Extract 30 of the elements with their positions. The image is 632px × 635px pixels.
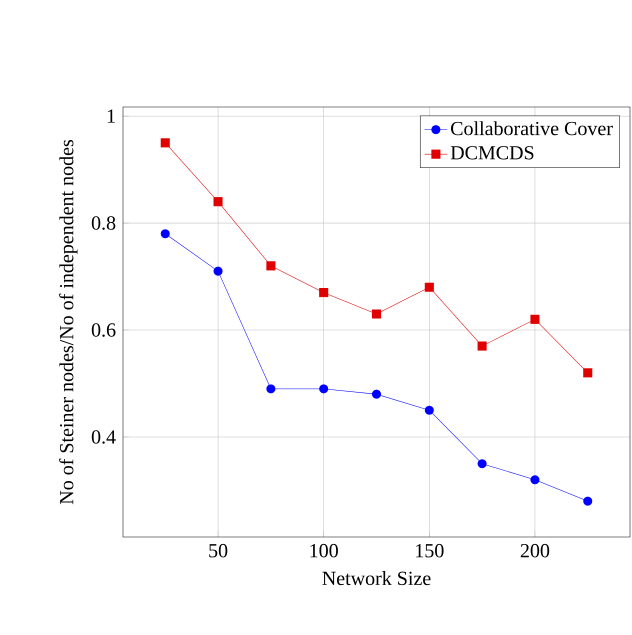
point [424, 282, 434, 292]
y-tick-label: 1 [108, 109, 115, 123]
y-axis-title: No of Steiner nodes/No of independent nodes [59, 140, 78, 504]
point [530, 314, 540, 324]
point [583, 368, 592, 378]
point [424, 406, 434, 415]
point [372, 390, 382, 399]
point [160, 229, 170, 238]
y-tick-label: 0.6 [92, 323, 116, 337]
point [266, 261, 276, 270]
point [478, 342, 487, 351]
x-tick-label: 150 [416, 544, 444, 558]
x-tick-label: 50 [209, 544, 228, 558]
point [372, 309, 382, 319]
y-tick-label: 0.8 [92, 216, 116, 230]
point [530, 475, 540, 484]
y-tick-label: 0.4 [92, 430, 116, 444]
x-axis-title: Network Size [322, 571, 431, 586]
point [319, 288, 328, 298]
point [214, 266, 223, 276]
point [478, 459, 487, 468]
point [266, 384, 276, 394]
point [583, 496, 592, 506]
point [319, 384, 328, 394]
point [160, 138, 170, 148]
x-tick-label: 100 [310, 544, 338, 558]
legend-label: DCMCDS [450, 146, 534, 160]
x-tick-label: 200 [520, 544, 550, 558]
point [214, 197, 223, 206]
legend-label: Collaborative Cover [451, 121, 613, 136]
